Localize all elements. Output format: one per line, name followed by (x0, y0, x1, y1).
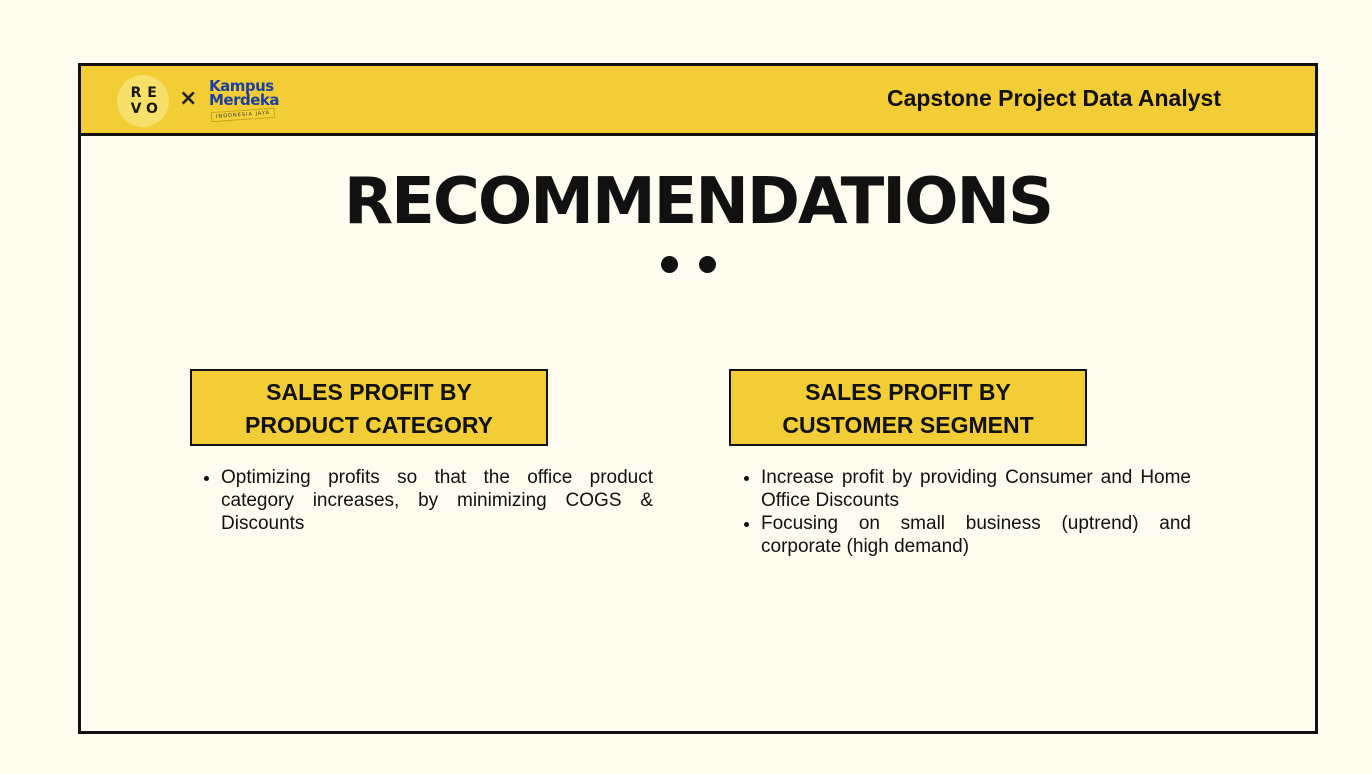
section-heading-product-category: SALES PROFIT BY PRODUCT CATEGORY (190, 369, 548, 446)
slide-frame: R E V O × Kampus Merdeka INDONESIA JAYA … (78, 63, 1318, 734)
list-item: Optimizing profits so that the office pr… (221, 466, 653, 535)
header-title: Capstone Project Data Analyst (886, 85, 1221, 111)
revo-logo: R E V O (117, 75, 169, 127)
header-bar: R E V O × Kampus Merdeka INDONESIA JAYA … (81, 66, 1315, 136)
revo-letter: V (130, 101, 142, 117)
heading-line: CUSTOMER SEGMENT (782, 412, 1034, 438)
decorative-dot (661, 256, 678, 273)
revo-letter: E (147, 85, 157, 101)
revo-letter: R (130, 85, 142, 101)
heading-line: SALES PROFIT BY (266, 379, 472, 405)
recommendation-list-customer-segment: Increase profit by providing Consumer an… (731, 466, 1191, 558)
kampus-text: Kampus (209, 77, 274, 95)
list-item: Increase profit by providing Consumer an… (761, 466, 1191, 512)
kampus-merdeka-logo: Kampus Merdeka INDONESIA JAYA (205, 77, 285, 123)
list-item: Focusing on small business (uptrend) and… (761, 512, 1191, 558)
section-heading-customer-segment: SALES PROFIT BY CUSTOMER SEGMENT (729, 369, 1087, 446)
kampus-tagline: INDONESIA JAYA (210, 107, 276, 123)
page-title: RECOMMENDATIONS (343, 165, 1054, 239)
merdeka-text: Merdeka (209, 91, 280, 109)
revo-letter: O (146, 101, 158, 117)
heading-line: SALES PROFIT BY (805, 379, 1011, 405)
heading-line: PRODUCT CATEGORY (245, 412, 493, 438)
collab-separator: × (179, 86, 198, 111)
recommendation-list-product-category: Optimizing profits so that the office pr… (191, 466, 653, 535)
decorative-dot (699, 256, 716, 273)
